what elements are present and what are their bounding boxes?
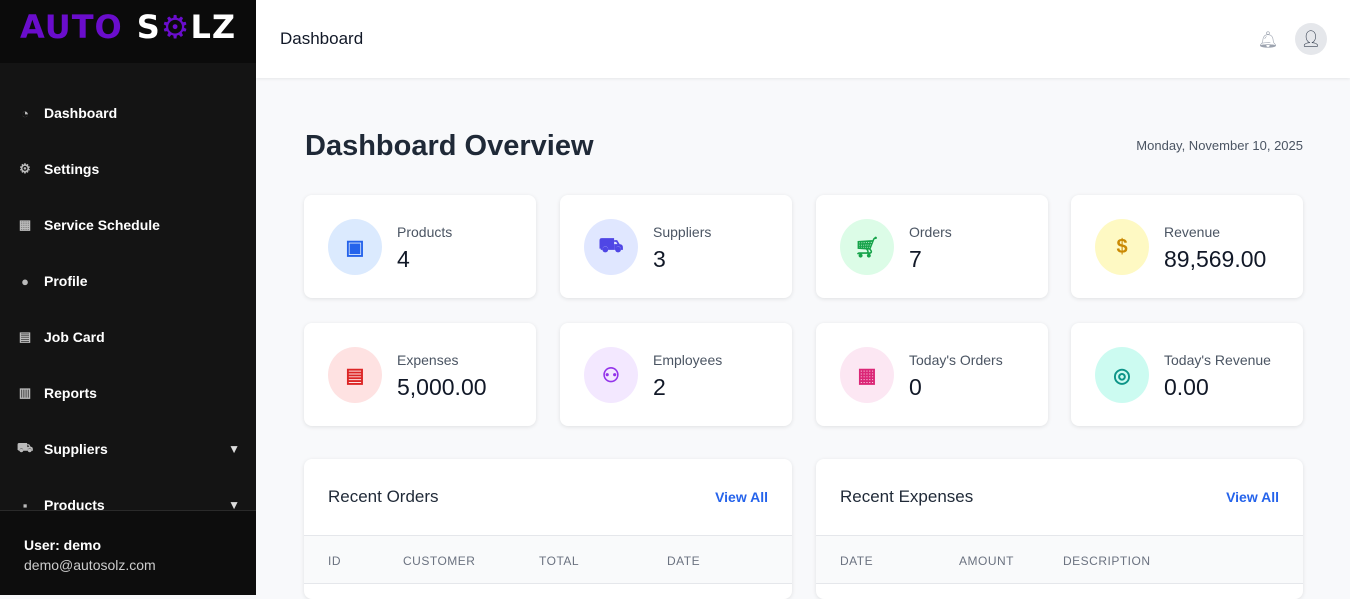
coins-icon: ◎ (1095, 347, 1149, 403)
stat-card-orders: 🛒︎ Orders 7 (816, 195, 1048, 298)
column-header[interactable]: TOTAL (539, 554, 580, 568)
table-header: ID CUSTOMER TOTAL DATE (304, 536, 792, 584)
truck-icon: ⛟ (16, 440, 34, 455)
page-title: Dashboard Overview (305, 130, 594, 162)
stat-label: Today's Revenue (1164, 352, 1271, 368)
current-date: Monday, November 10, 2025 (1136, 138, 1303, 153)
sidebar-item-suppliers[interactable]: ⛟ Suppliers ▼ (16, 440, 240, 457)
stat-label: Expenses (397, 352, 459, 368)
boxes-icon: ▪ (22, 497, 28, 513)
stat-value: 2 (653, 374, 666, 400)
sidebar-item-settings[interactable]: ⚙ Settings (0, 141, 256, 197)
gear-icon: ⚙ (160, 7, 191, 46)
stat-card-expenses: ▤ Expenses 5,000.00 (304, 323, 536, 426)
sidebar-item-service-schedule[interactable]: ▦ Service Schedule (0, 197, 256, 253)
chart-icon: ▥ (18, 385, 32, 400)
view-all-orders-link[interactable]: View All (715, 489, 768, 505)
user-info: User: demo demo@autosolz.com (0, 510, 256, 595)
stat-value: 89,569.00 (1164, 246, 1267, 272)
stat-label: Employees (653, 352, 723, 368)
stat-label: Revenue (1164, 224, 1221, 240)
stat-label: Today's Orders (909, 352, 1003, 368)
top-header: Dashboard 🔔︎ 👤︎ (256, 0, 1350, 78)
recent-expenses-panel: Recent Expenses View All DATE AMOUNT DESC… (816, 459, 1303, 599)
stat-value: 0 (909, 374, 922, 400)
column-header[interactable]: DESCRIPTION (1063, 554, 1151, 568)
view-all-expenses-link[interactable]: View All (1226, 489, 1279, 505)
stat-value: 0.00 (1164, 374, 1209, 400)
calendar-icon: ▦ (18, 217, 32, 232)
box-icon: ▣ (328, 219, 382, 275)
stat-value: 3 (653, 246, 666, 272)
chevron-down-icon: ▼ (228, 442, 240, 456)
sidebar-item-profile[interactable]: ● Profile (0, 253, 256, 309)
stat-value: 7 (909, 246, 922, 272)
sidebar-item-dashboard[interactable]: ◔ Dashboard (0, 85, 256, 141)
truck-icon: ⛟ (584, 219, 638, 275)
stat-value: 5,000.00 (397, 374, 487, 400)
stat-value: 4 (397, 246, 410, 272)
calendar-icon: ▦ (840, 347, 894, 403)
user-email: demo@autosolz.com (24, 557, 156, 573)
recent-orders-title: Recent Orders (328, 487, 439, 506)
recent-orders-panel: Recent Orders View All ID CUSTOMER TOTAL … (304, 459, 792, 599)
header-title: Dashboard (280, 29, 364, 48)
sidebar-nav: ◔ Dashboard ⚙ Settings ▦ Service Schedule ●… (0, 85, 256, 533)
sidebar: AUTO S⚙LZ ◔ Dashboard ⚙ Settings ▦ Service S… (0, 0, 256, 595)
table-header: DATE AMOUNT DESCRIPTION (816, 536, 1303, 584)
file-icon: ▤ (18, 329, 32, 344)
stat-card-revenue: $ Revenue 89,569.00 (1071, 195, 1303, 298)
column-header[interactable]: AMOUNT (959, 554, 1014, 568)
sidebar-item-job-card[interactable]: ▤ Job Card (0, 309, 256, 365)
user-name: User: demo (24, 537, 102, 553)
column-header[interactable]: DATE (840, 554, 874, 568)
stat-label: Products (397, 224, 453, 240)
cart-icon: 🛒︎ (840, 219, 894, 275)
chevron-down-icon: ▼ (228, 498, 240, 512)
stat-card-employees: ⚇ Employees 2 (560, 323, 792, 426)
stat-card-products: ▣ Products 4 (304, 195, 536, 298)
gauge-icon: ◔ (21, 105, 29, 121)
users-icon: ⚇ (584, 347, 638, 403)
sidebar-item-products[interactable]: ▪ Products ▼ (0, 477, 256, 533)
column-header[interactable]: DATE (667, 554, 701, 568)
gear-icon: ⚙ (19, 161, 31, 176)
column-header[interactable]: CUSTOMER (403, 554, 476, 568)
dollar-icon: $ (1095, 219, 1149, 275)
logo[interactable]: AUTO S⚙LZ (0, 0, 256, 63)
avatar[interactable]: 👤︎ (1295, 23, 1327, 55)
stat-card-today-s-orders: ▦ Today's Orders 0 (816, 323, 1048, 426)
bell-icon[interactable]: 🔔︎ (1257, 32, 1278, 49)
stat-card-suppliers: ⛟ Suppliers 3 (560, 195, 792, 298)
recent-expenses-title: Recent Expenses (840, 487, 974, 506)
column-header[interactable]: ID (328, 554, 341, 568)
invoice-icon: ▤ (328, 347, 382, 403)
stat-label: Orders (909, 224, 952, 240)
user-icon: ● (21, 273, 29, 289)
sidebar-item-reports[interactable]: ▥ Reports (0, 365, 256, 421)
stat-label: Suppliers (653, 224, 712, 240)
stat-card-today-s-revenue: ◎ Today's Revenue 0.00 (1071, 323, 1303, 426)
